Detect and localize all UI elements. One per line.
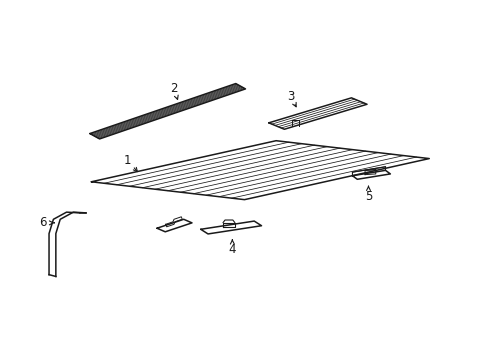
Text: 5: 5 (364, 190, 371, 203)
Text: 2: 2 (170, 82, 177, 95)
Text: 4: 4 (228, 243, 236, 256)
Text: 6: 6 (39, 216, 46, 229)
Text: 3: 3 (286, 90, 294, 103)
Text: 1: 1 (124, 154, 131, 167)
